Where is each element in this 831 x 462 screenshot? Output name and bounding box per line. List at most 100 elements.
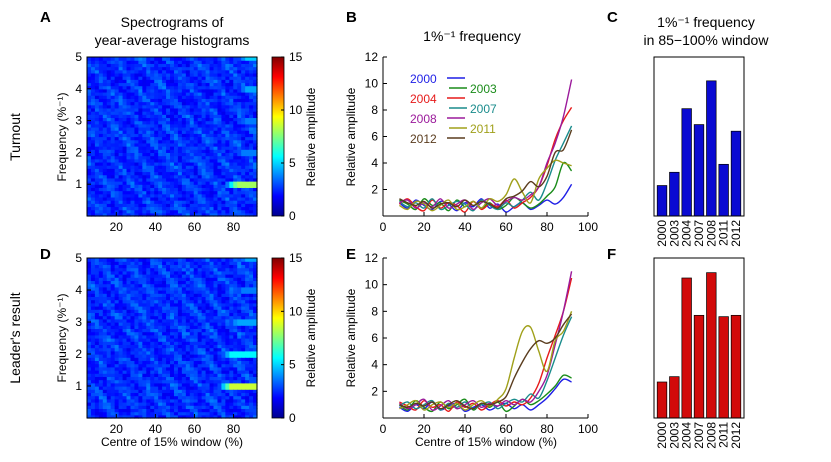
heatmap-cell <box>122 139 128 144</box>
heatmap-cell <box>221 69 226 74</box>
heatmap-cell <box>213 299 219 304</box>
heatmap-cell <box>205 98 211 103</box>
heatmap-cell <box>134 392 139 397</box>
heatmap-cell <box>237 101 242 106</box>
heatmap-cell <box>205 280 211 285</box>
heatmap-cell <box>189 136 195 141</box>
heatmap-cell <box>166 76 171 80</box>
heatmap-cell <box>150 366 155 371</box>
heatmap-cell <box>102 389 108 393</box>
heatmap-cell <box>87 117 92 122</box>
heatmap-cell <box>241 302 246 307</box>
heatmap-cell <box>126 318 132 323</box>
heatmap-cell <box>146 302 151 307</box>
heatmap-cell <box>114 261 120 265</box>
heatmap-cell <box>213 411 219 416</box>
heatmap-cell <box>126 174 132 179</box>
heatmap-cell <box>154 325 159 329</box>
heatmap-cell <box>134 155 139 160</box>
heatmap-cell <box>189 325 195 329</box>
heatmap-cell <box>90 95 96 99</box>
heatmap-cell <box>150 120 155 125</box>
heatmap-cell <box>249 341 254 345</box>
bar-label-2007: 2007 <box>692 422 706 449</box>
heatmap-cell <box>241 334 246 339</box>
heatmap-cell <box>229 101 234 106</box>
heatmap-cell <box>134 98 139 103</box>
barplot-c-frame <box>653 56 745 217</box>
heatmap-cell <box>193 130 199 134</box>
heatmap-cell <box>237 85 242 90</box>
heatmap-cell <box>233 322 238 326</box>
heatmap-cell <box>142 264 147 269</box>
heatmap-cell <box>154 60 159 64</box>
heatmap-cell <box>193 72 199 77</box>
heatmap-cell <box>249 155 254 160</box>
heatmap-cell <box>118 146 124 150</box>
heatmap-cell <box>249 264 254 269</box>
heatmap-cell <box>209 82 215 87</box>
heatmap-cell <box>150 146 155 150</box>
bar-2007 <box>693 124 705 217</box>
heatmap-cell <box>134 177 139 182</box>
heatmap-cell <box>225 149 230 153</box>
lineplot-b-lines <box>398 79 573 213</box>
heatmap-cell <box>118 209 124 214</box>
heatmap-cell <box>241 258 246 262</box>
heatmap-cell <box>134 101 139 106</box>
heatmap-cell <box>158 274 163 278</box>
heatmap-cell <box>106 376 112 381</box>
heatmap-cell <box>146 296 151 301</box>
heatmap-cell <box>189 190 195 195</box>
heatmap-cell <box>177 328 183 333</box>
heatmap-cell <box>170 389 175 393</box>
heatmap-cell <box>217 306 223 310</box>
heatmap-cell <box>197 203 203 208</box>
heatmap-cell <box>138 57 143 61</box>
heatmap-cell <box>134 325 139 329</box>
heatmap-cell <box>87 146 92 150</box>
heatmap-cell <box>87 107 92 112</box>
heatmap-cell <box>185 111 191 115</box>
heatmap-cell <box>150 344 155 349</box>
heatmap-cell <box>229 299 234 304</box>
heatmap-cell <box>90 142 96 147</box>
heatmap-cell <box>122 270 128 275</box>
heatmap-cell <box>170 341 175 345</box>
heatmap-cell <box>213 126 219 131</box>
heatmap-cell <box>130 152 136 157</box>
heatmap-cell <box>213 133 219 138</box>
heatmap-cell <box>106 274 112 278</box>
heatmap-cell <box>166 107 171 112</box>
heatmap-cell <box>90 354 96 358</box>
heatmap-cell <box>245 91 250 96</box>
heatmap-cell <box>138 69 143 74</box>
heatmap-cell <box>253 187 258 192</box>
heatmap-cell <box>162 309 167 313</box>
heatmap-cell <box>114 315 120 320</box>
heatmap-cell <box>237 277 242 281</box>
heatmap-cell <box>233 196 238 201</box>
heatmap-cell <box>150 267 155 272</box>
heatmap-cell <box>249 101 254 106</box>
heatmap-cell <box>126 363 132 368</box>
heatmap-cell <box>166 196 171 201</box>
lineplot-b-ylabel: Relative amplitude <box>344 87 358 186</box>
barplot-c-bars <box>656 80 742 217</box>
heatmap-cell <box>209 101 215 106</box>
heatmap-cell <box>217 155 223 160</box>
heatmap-cell <box>209 290 215 294</box>
heatmap-cell <box>209 72 215 77</box>
heatmap-cell <box>189 341 195 345</box>
heatmap-cell <box>154 101 159 106</box>
heatmap-cell <box>229 152 234 157</box>
heatmap-cell <box>106 261 112 265</box>
heatmap-cell <box>193 181 199 185</box>
heatmap-cell <box>130 306 136 310</box>
heatmap-cell <box>150 389 155 393</box>
heatmap-cell <box>193 261 199 265</box>
heatmap-cell <box>201 312 207 317</box>
heatmap-cell <box>134 152 139 157</box>
heatmap-cell <box>177 161 183 166</box>
heatmap-cell <box>213 360 219 365</box>
